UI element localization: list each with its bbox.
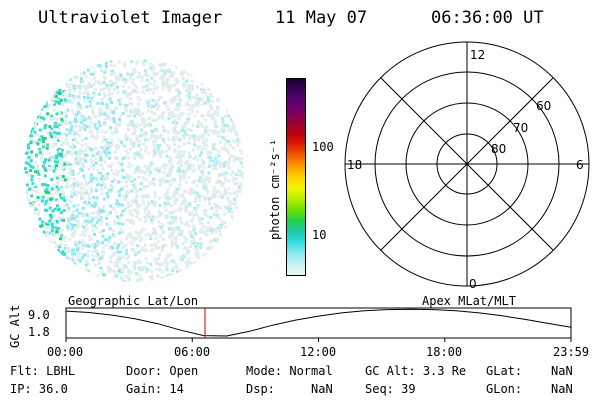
timeline-y-tick-max: 9.0 [28,308,50,322]
page-title: Ultraviolet Imager [38,8,223,28]
lat-label-60: 60 [536,99,551,113]
mlt-label-0: 0 [469,277,477,291]
colorbar [286,78,306,276]
timeline-x-tick-1: 06:00 [174,345,211,359]
lat-label-70: 70 [513,121,528,135]
time-label: 06:36:00 UT [431,8,544,28]
timeline-left-label: Geographic Lat/Lon [68,294,199,308]
timeline-x-tick-0: 00:00 [47,345,84,359]
mode-field: Mode: Normal [246,364,333,378]
glat-field: GLat: NaN [486,364,573,378]
mlt-label-12: 12 [470,48,485,62]
ip-field: IP: 36.0 [10,382,68,396]
glon-field: GLon: NaN [486,382,573,396]
timeline-y-tick-min: 1.8 [28,325,50,339]
mlt-label-6: 6 [576,158,584,172]
timeline-right-label: Apex MLat/MLT [422,294,516,308]
gain-field: Gain: 14 [126,382,184,396]
timeline-x-tick-2: 12:00 [300,345,337,359]
mlt-label-18: 18 [347,158,362,172]
date-label: 11 May 07 [275,8,368,28]
seq-field: Seq: 39 [365,382,416,396]
colorbar-tick-10: 10 [312,228,327,242]
timeline-x-tick-4: 23:59 [553,345,590,359]
dsp-field: Dsp: NaN [246,382,333,396]
flt-field: Flt: LBHL [10,364,76,378]
gc-alt-field: GC Alt: 3.3 Re [365,364,467,378]
door-field: Door: Open [126,364,199,378]
lat-label-80: 80 [491,142,506,156]
timeline-x-tick-3: 18:00 [426,345,463,359]
colorbar-tick-100: 100 [312,140,334,154]
